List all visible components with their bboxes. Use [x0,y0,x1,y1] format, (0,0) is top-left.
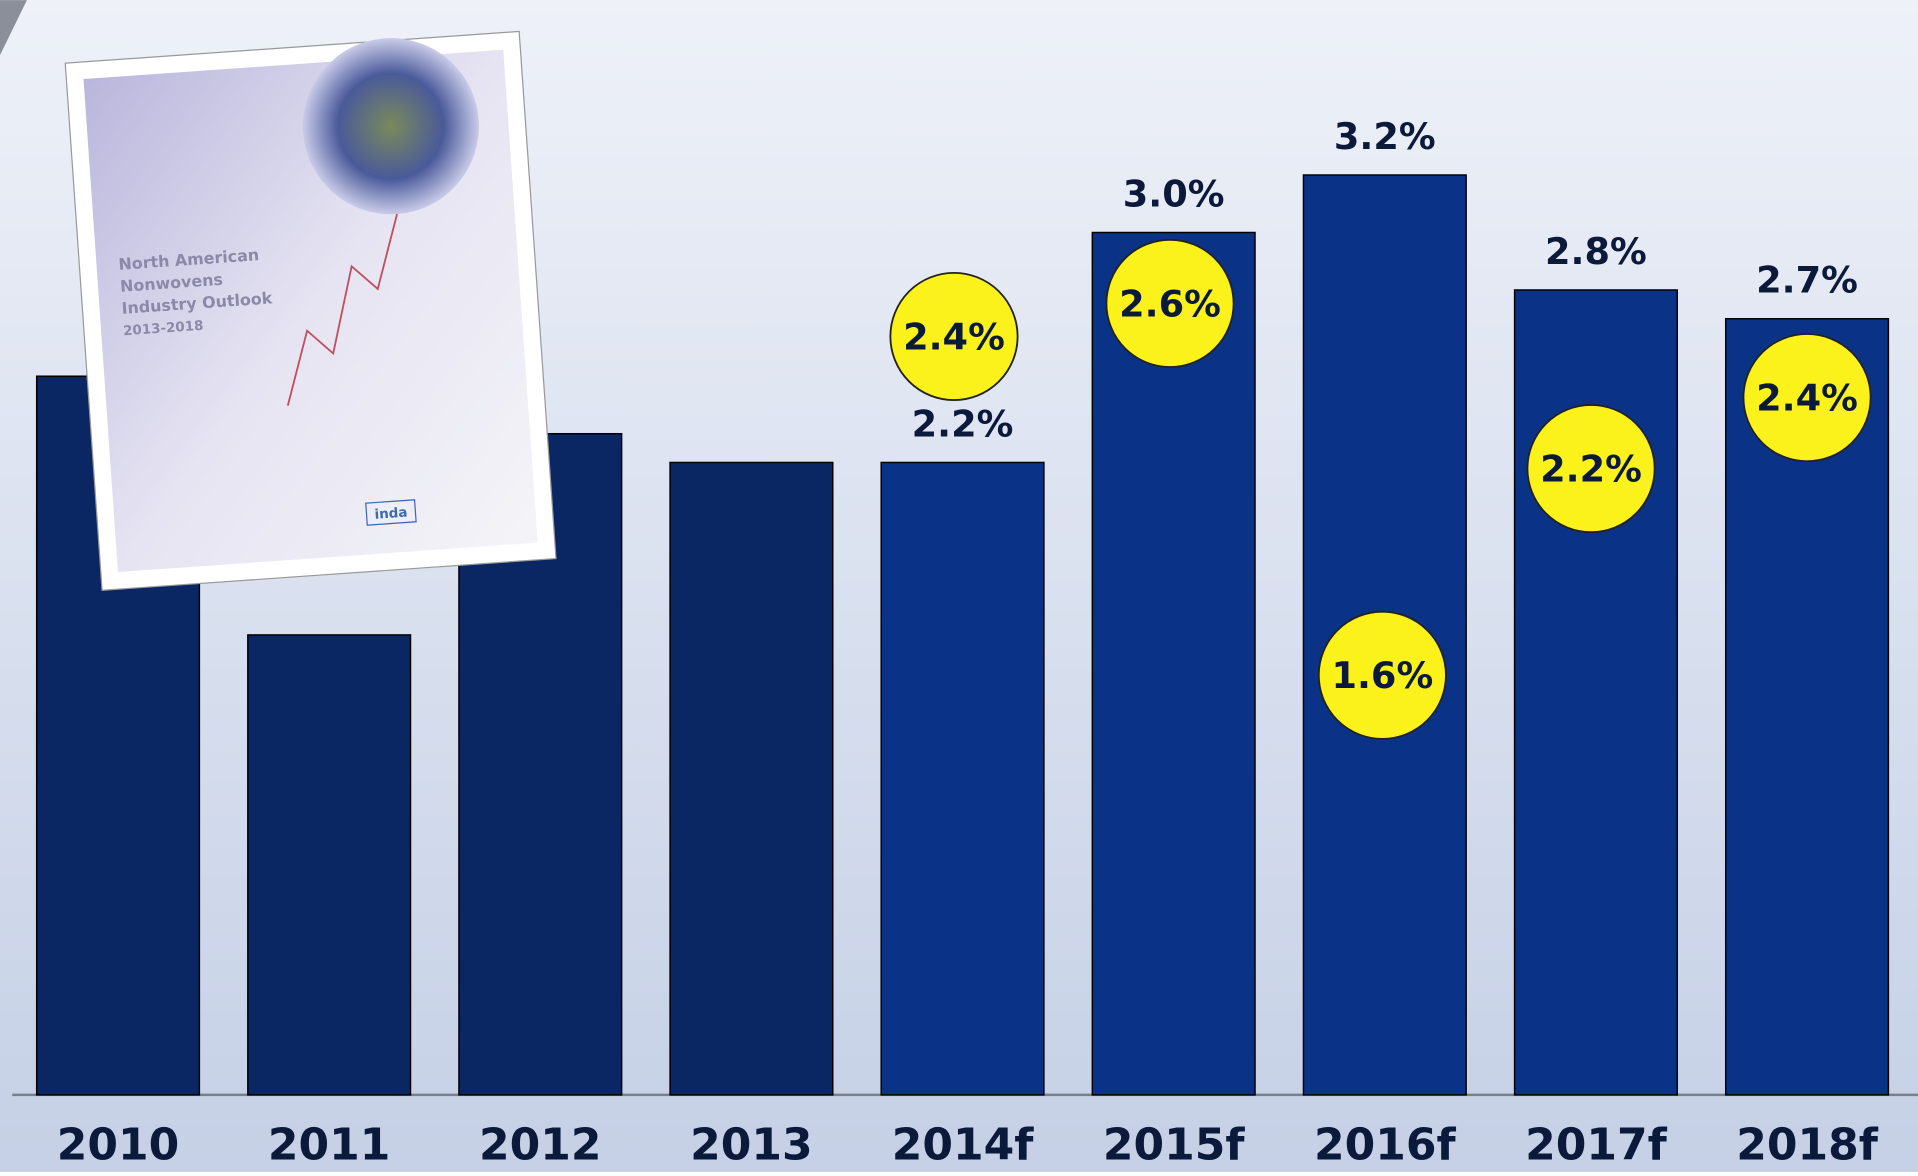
x-tick-label: 2014f [892,1119,1035,1170]
chart: 2010 2011 2012 2013 2014f 2.2% 2015f 3.0% 2016f 3… [0,0,1918,1172]
callout-label: 2.6% [1119,282,1221,325]
x-tick-label: 2011 [268,1119,391,1170]
value-label: 2.8% [1545,230,1647,273]
x-tick-label: 2015f [1103,1119,1246,1170]
bar [248,635,411,1095]
callout-label: 2.2% [1540,448,1642,491]
brochure-logo: inda [374,506,408,523]
callout-label: 2.4% [1756,377,1858,420]
x-tick-label: 2018f [1736,1119,1879,1170]
bar [881,462,1044,1094]
value-label: 3.0% [1123,172,1225,215]
x-tick-label: 2016f [1314,1119,1457,1170]
callout-label: 1.6% [1331,654,1433,697]
bar [670,462,833,1094]
x-tick-label: 2010 [57,1119,180,1170]
page: 2010 2011 2012 2013 2014f 2.2% 2015f 3.0% 2016f 3… [0,0,1918,1172]
value-label: 2.2% [912,402,1014,445]
callout-label: 2.4% [903,315,1005,358]
x-tick-label: 2012 [479,1119,602,1170]
value-label: 3.2% [1334,115,1436,158]
value-label: 2.7% [1756,259,1858,302]
x-tick-label: 2013 [690,1119,813,1170]
inset-brochure: North American Nonwovens Industry Outloo… [65,29,556,590]
x-tick-label: 2017f [1525,1119,1668,1170]
